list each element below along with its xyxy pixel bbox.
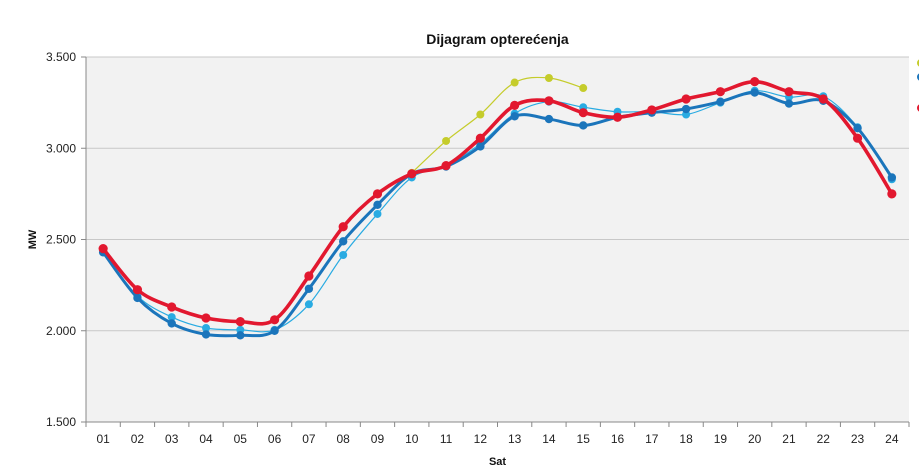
data-point (476, 142, 485, 151)
data-point (681, 94, 691, 104)
x-tick-label: 06 (268, 432, 282, 446)
data-point (510, 78, 519, 87)
data-point (202, 324, 211, 333)
y-tick-label: 2.000 (46, 324, 76, 338)
data-point (544, 96, 554, 106)
data-point (852, 133, 863, 143)
x-tick-label: 20 (748, 432, 762, 446)
data-point (236, 331, 245, 340)
x-tick-label: 16 (611, 432, 625, 446)
data-point (133, 293, 142, 303)
x-tick-label: 15 (577, 432, 591, 446)
x-tick-label: 21 (782, 432, 796, 446)
data-point (853, 123, 862, 133)
x-tick-label: 02 (131, 432, 145, 446)
data-point (338, 222, 348, 232)
data-point (647, 105, 657, 115)
data-point (750, 77, 760, 87)
data-point (167, 302, 177, 312)
y-tick-label: 3.500 (46, 50, 76, 64)
y-axis-label: MW (27, 229, 39, 249)
x-tick-label: 04 (199, 432, 213, 446)
data-point (887, 189, 897, 199)
x-tick-label: 22 (817, 432, 831, 446)
data-point (578, 108, 588, 118)
x-tick-label: 11 (440, 432, 453, 446)
data-point (201, 330, 211, 339)
x-tick-label: 05 (234, 432, 248, 446)
data-point (887, 173, 897, 182)
data-point (579, 121, 588, 130)
data-point (372, 189, 383, 199)
data-point (750, 88, 759, 97)
data-point (681, 104, 691, 114)
data-point (818, 94, 828, 104)
data-point (98, 244, 108, 254)
x-tick-label: 03 (165, 432, 179, 446)
x-axis-ticks: 01 02 03 04 05 06 07 08 09 10 11 12 13 14 15 16 17 18 19 20… (85, 422, 910, 446)
data-point (270, 315, 280, 325)
data-point (715, 87, 725, 97)
y-axis-ticks: 1.500 2.000 2.500 3.000 3.500 (46, 50, 87, 429)
data-point (510, 112, 519, 121)
data-point (235, 317, 245, 327)
data-point (612, 112, 623, 122)
data-point (167, 313, 176, 322)
data-point (339, 251, 348, 260)
data-point (475, 133, 485, 143)
data-point (784, 99, 794, 108)
x-tick-label: 10 (405, 432, 419, 446)
x-tick-label: 17 (645, 432, 659, 446)
data-point (442, 136, 451, 145)
x-tick-label: 19 (714, 432, 728, 446)
x-tick-label: 01 (96, 432, 110, 446)
data-point (132, 285, 143, 295)
series-group (98, 73, 897, 340)
data-point (544, 73, 553, 82)
data-point (510, 100, 520, 110)
data-point (201, 313, 211, 323)
data-point (441, 160, 451, 171)
chart-title: Dijagram opterećenja (426, 31, 569, 47)
x-tick-label: 07 (302, 432, 316, 446)
data-point (784, 87, 794, 97)
y-tick-label: 3.000 (46, 141, 76, 155)
data-point (304, 284, 314, 293)
series-4 (98, 77, 897, 327)
data-point (338, 237, 348, 246)
x-tick-label: 09 (371, 432, 385, 446)
data-point (270, 326, 279, 335)
y-tick-label: 2.500 (46, 233, 76, 247)
data-point (167, 319, 176, 328)
data-point (373, 209, 382, 218)
data-point (544, 114, 554, 124)
data-point (579, 84, 588, 93)
x-tick-label: 08 (337, 432, 351, 446)
x-axis-label: Sat (489, 456, 506, 468)
y-tick-label: 1.500 (46, 415, 76, 429)
x-tick-label: 18 (679, 432, 693, 446)
x-tick-label: 23 (851, 432, 865, 446)
data-point (476, 110, 485, 119)
data-point (373, 200, 382, 210)
data-point (304, 271, 314, 281)
x-tick-label: 14 (542, 432, 556, 446)
x-tick-label: 12 (474, 432, 488, 446)
x-tick-label: 24 (885, 432, 899, 446)
data-point (716, 97, 725, 106)
x-tick-label: 13 (508, 432, 522, 446)
data-point (407, 169, 417, 179)
data-point (304, 300, 313, 309)
